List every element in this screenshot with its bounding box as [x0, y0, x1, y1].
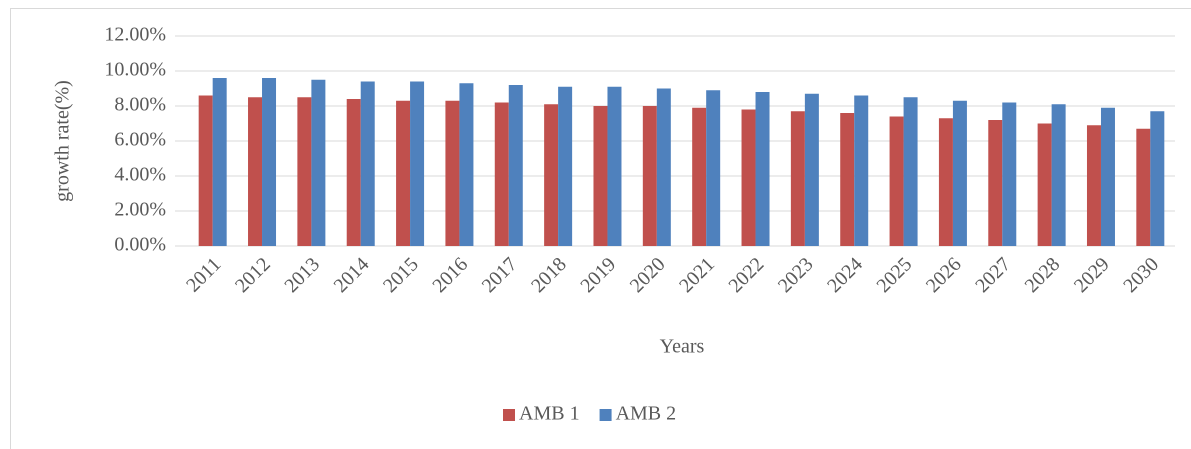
bar — [840, 113, 855, 246]
y-tick-label: 0.00% — [114, 234, 166, 256]
x-tick-label: 2029 — [1070, 253, 1114, 297]
y-tick-label: 8.00% — [114, 94, 166, 116]
y-tick-label: 6.00% — [114, 129, 166, 151]
x-tick-label: 2012 — [231, 253, 275, 297]
x-tick-label: 2011 — [182, 253, 225, 296]
x-tick-label: 2021 — [675, 253, 719, 297]
bar — [248, 97, 263, 246]
x-tick-label: 2014 — [330, 253, 374, 297]
x-tick-label: 2018 — [527, 253, 571, 297]
bar — [297, 97, 312, 246]
bar — [656, 88, 671, 246]
x-tick-label: 2024 — [823, 253, 867, 297]
x-tick-label: 2028 — [1021, 253, 1065, 297]
bar — [593, 106, 608, 246]
bar — [1136, 128, 1151, 246]
x-tick-label: 2026 — [922, 253, 966, 297]
bar — [607, 86, 622, 246]
x-tick-label: 2020 — [626, 253, 670, 297]
x-tick-label: 2022 — [724, 253, 768, 297]
bar — [198, 95, 213, 246]
bar — [445, 100, 460, 246]
bar — [410, 81, 425, 246]
x-tick-label: 2016 — [428, 253, 472, 297]
bar — [459, 83, 474, 246]
bar — [889, 116, 904, 246]
bar — [262, 78, 277, 246]
x-axis-title: Years — [660, 336, 705, 358]
x-tick-label: 2019 — [576, 253, 620, 297]
x-tick-label: 2030 — [1119, 253, 1163, 297]
bar — [741, 109, 756, 246]
bar — [558, 86, 573, 246]
y-tick-label: 2.00% — [114, 199, 166, 221]
legend-swatch — [503, 409, 515, 421]
bar — [212, 78, 227, 246]
bar — [360, 81, 375, 246]
bar — [692, 107, 707, 246]
bar — [1150, 111, 1165, 246]
bar — [1086, 125, 1101, 246]
bar — [642, 106, 657, 246]
chart-frame — [10, 8, 1191, 449]
legend-label: AMB 1 — [519, 403, 580, 425]
x-tick-label: 2017 — [478, 253, 522, 297]
legend-label: AMB 2 — [616, 403, 677, 425]
x-tick-label: 2015 — [379, 253, 423, 297]
bar — [952, 100, 967, 246]
x-tick-label: 2013 — [280, 253, 324, 297]
bar — [790, 111, 805, 246]
bar — [1002, 102, 1017, 246]
y-tick-label: 10.00% — [104, 59, 166, 81]
y-tick-label: 4.00% — [114, 164, 166, 186]
bar — [544, 104, 559, 246]
x-tick-label: 2027 — [971, 253, 1015, 297]
bar — [903, 97, 918, 246]
bar — [938, 118, 953, 246]
y-tick-label: 12.00% — [104, 24, 166, 46]
bar — [988, 120, 1003, 246]
bar — [1051, 104, 1066, 246]
bar — [494, 102, 509, 246]
bar — [804, 93, 819, 246]
bar — [311, 79, 326, 246]
bar — [854, 95, 869, 246]
bar — [755, 92, 770, 246]
x-tick-label: 2023 — [774, 253, 818, 297]
x-tick-label: 2025 — [873, 253, 917, 297]
bar — [706, 90, 721, 246]
bar — [396, 100, 411, 246]
bar — [1037, 123, 1052, 246]
bar — [508, 85, 523, 246]
y-axis-title: growth rate(%) — [52, 80, 74, 202]
legend-swatch — [599, 409, 612, 421]
bar — [346, 99, 361, 246]
bar — [1100, 107, 1115, 246]
